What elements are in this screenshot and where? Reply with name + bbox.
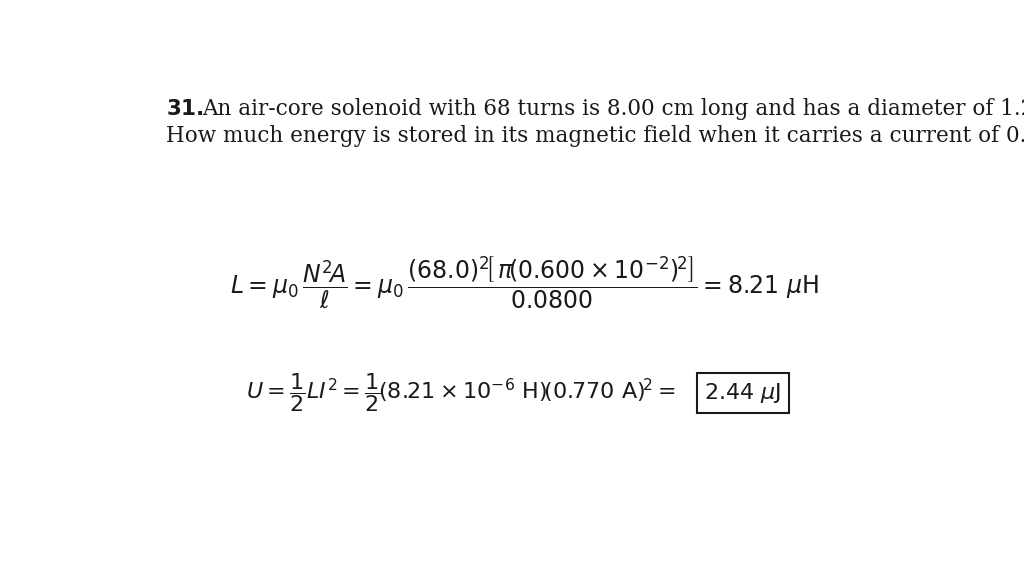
Text: $L = \mu_0\,\dfrac{N^2\!A}{\ell} = \mu_0\,\dfrac{(68.0)^2\!\left[\,\pi\!\left(0.: $L = \mu_0\,\dfrac{N^2\!A}{\ell} = \mu_0… [230,254,819,310]
Text: $2.44\ \mu\mathrm{J}$: $2.44\ \mu\mathrm{J}$ [705,381,781,405]
Text: An air-core solenoid with 68 turns is 8.00 cm long and has a diameter of 1.20 cm: An air-core solenoid with 68 turns is 8.… [203,98,1024,120]
Text: $\mathbf{31.}$: $\mathbf{31.}$ [166,98,204,120]
Text: $U = \dfrac{1}{2}LI^2 = \dfrac{1}{2}\!\left(8.21\times10^{-6}\ \mathrm{H}\right): $U = \dfrac{1}{2}LI^2 = \dfrac{1}{2}\!\l… [247,372,676,414]
Text: How much energy is stored in its magnetic field when it carries a current of 0.7: How much energy is stored in its magneti… [166,124,1024,146]
